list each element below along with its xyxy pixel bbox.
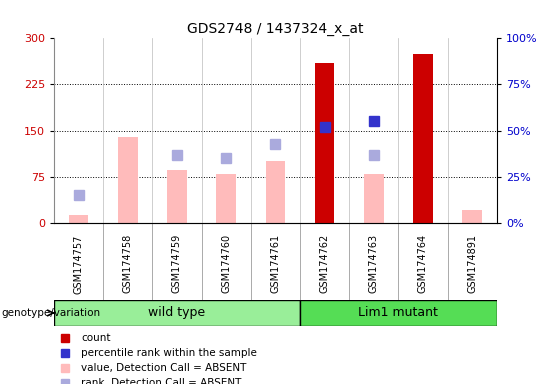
Text: GSM174763: GSM174763 bbox=[369, 234, 379, 293]
Text: GSM174762: GSM174762 bbox=[320, 234, 329, 293]
Text: wild type: wild type bbox=[148, 306, 206, 319]
Bar bbox=[413, 54, 433, 223]
Text: GSM174759: GSM174759 bbox=[172, 234, 182, 293]
Text: GSM174760: GSM174760 bbox=[221, 234, 231, 293]
Bar bbox=[364, 174, 383, 223]
Text: GSM174758: GSM174758 bbox=[123, 234, 133, 293]
Bar bbox=[315, 63, 334, 223]
Bar bbox=[54, 300, 300, 326]
Bar bbox=[167, 170, 187, 223]
Bar bbox=[266, 161, 285, 223]
Text: GSM174891: GSM174891 bbox=[467, 234, 477, 293]
Text: GSM174757: GSM174757 bbox=[73, 234, 84, 294]
Bar bbox=[118, 137, 138, 223]
Text: GSM174761: GSM174761 bbox=[271, 234, 280, 293]
Text: rank, Detection Call = ABSENT: rank, Detection Call = ABSENT bbox=[81, 379, 241, 384]
Text: count: count bbox=[81, 333, 111, 343]
Bar bbox=[462, 210, 482, 223]
Bar bbox=[300, 300, 497, 326]
Bar bbox=[69, 215, 89, 223]
Text: Lim1 mutant: Lim1 mutant bbox=[359, 306, 438, 319]
Text: value, Detection Call = ABSENT: value, Detection Call = ABSENT bbox=[81, 363, 246, 373]
Bar bbox=[217, 174, 236, 223]
Text: percentile rank within the sample: percentile rank within the sample bbox=[81, 348, 257, 358]
Text: genotype/variation: genotype/variation bbox=[1, 308, 100, 318]
Text: GSM174764: GSM174764 bbox=[418, 234, 428, 293]
Title: GDS2748 / 1437324_x_at: GDS2748 / 1437324_x_at bbox=[187, 22, 363, 36]
